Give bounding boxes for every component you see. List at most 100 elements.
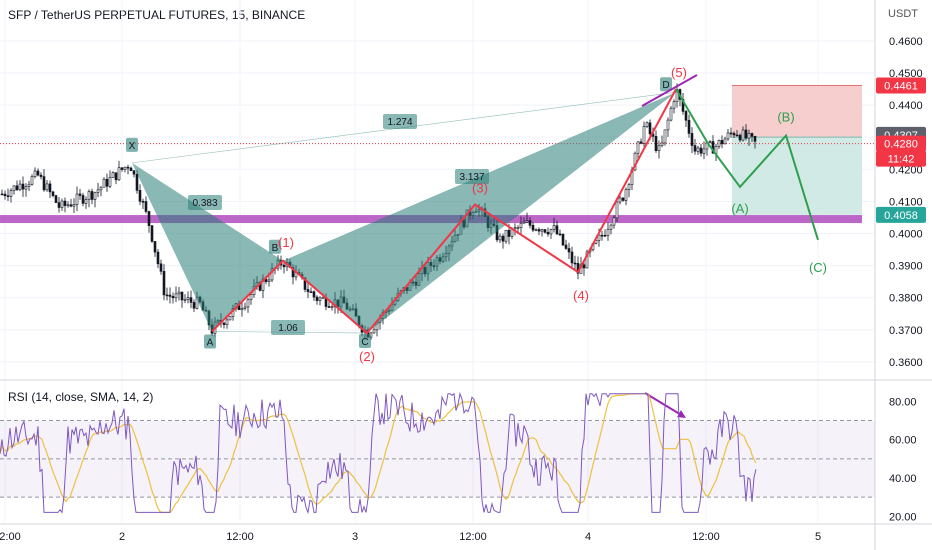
candle: [282, 264, 286, 268]
price-tick-label: 0.4500: [889, 68, 923, 80]
candle: [525, 220, 529, 223]
price-tick-label: 0.4400: [889, 100, 923, 112]
candle: [318, 297, 322, 301]
candle: [567, 248, 571, 253]
candle: [156, 251, 160, 265]
candle: [720, 140, 724, 145]
impulse-wave-label: (5): [671, 65, 687, 80]
candle: [45, 183, 49, 191]
candle: [225, 319, 229, 325]
candle: [21, 183, 25, 190]
candle: [522, 221, 526, 224]
candle: [153, 241, 157, 253]
candle: [558, 233, 562, 236]
candle: [105, 178, 109, 187]
stop-loss-zone: [732, 85, 862, 138]
candle: [330, 306, 334, 308]
correction-wave-label: (B): [777, 110, 794, 125]
pattern-point-label: D: [662, 80, 669, 91]
candle: [168, 294, 172, 297]
candle: [600, 234, 604, 237]
candle: [504, 229, 508, 242]
candle: [528, 220, 532, 226]
candle: [312, 291, 316, 298]
candle: [618, 197, 622, 203]
candle: [543, 229, 547, 233]
correction-wave-path: [675, 88, 819, 241]
impulse-wave-label: (2): [359, 349, 375, 364]
candle: [717, 140, 721, 147]
candle: [108, 177, 112, 187]
candle: [540, 229, 544, 232]
fib-ratio-badge: [271, 320, 305, 335]
candle: [15, 185, 19, 191]
candle: [36, 170, 40, 176]
candle: [531, 225, 535, 231]
pattern-point-badge: [269, 239, 281, 254]
candle: [564, 244, 568, 249]
candle: [309, 291, 313, 293]
candle: [0, 193, 4, 196]
candle: [702, 148, 706, 154]
candle: [246, 299, 250, 308]
pattern-bcd-triangle: [283, 92, 676, 334]
candle: [738, 134, 742, 141]
candle: [66, 204, 70, 207]
candle: [126, 166, 130, 169]
time-tick-label: 5: [815, 531, 821, 543]
price-tick-label: 0.4100: [889, 196, 923, 208]
rsi-divergence-line: [644, 392, 684, 417]
symbol-title: SFP / TetherUS PERPETUAL FUTURES, 15, BI…: [8, 8, 306, 22]
candle: [180, 291, 184, 301]
candle: [240, 308, 244, 311]
candle: [90, 191, 94, 200]
price-tick-label: 0.3900: [889, 261, 923, 273]
candle: [699, 147, 703, 154]
candle: [669, 107, 673, 121]
candle: [9, 190, 13, 197]
candle: [609, 224, 613, 230]
candle: [177, 291, 181, 295]
candle: [117, 167, 121, 181]
candle: [546, 232, 550, 235]
fib-ratio-label: 1.274: [387, 117, 412, 128]
price-tick-label: 0.3600: [889, 357, 923, 369]
candle: [33, 170, 37, 177]
correction-wave-label: (A): [731, 201, 748, 216]
time-tick-label: 2:00: [0, 531, 21, 543]
candle: [51, 191, 55, 196]
price-tick-label: 0.4600: [889, 36, 923, 48]
candle: [666, 119, 670, 131]
candle: [159, 263, 163, 272]
candle: [534, 229, 538, 231]
candle: [726, 132, 730, 140]
fib-ratio-badge: [455, 169, 489, 184]
candle: [582, 264, 586, 269]
pattern-point-badge: [126, 137, 138, 152]
candle: [135, 173, 139, 191]
candle: [120, 167, 124, 170]
currency-label: USDT: [888, 8, 918, 20]
candle: [642, 126, 646, 144]
candle: [615, 201, 619, 219]
candle: [147, 211, 151, 226]
candle: [57, 202, 61, 208]
candle: [537, 229, 541, 232]
candle: [729, 132, 733, 135]
candle: [99, 186, 103, 191]
time-tick-label: 12:00: [459, 531, 487, 543]
countdown-label-bg: [876, 150, 926, 167]
rsi-tick-label: 80.00: [889, 396, 917, 408]
candle: [243, 306, 247, 309]
candle: [627, 184, 631, 190]
candle: [18, 183, 22, 191]
candle: [267, 279, 271, 282]
candle: [78, 193, 82, 196]
candle: [687, 119, 691, 134]
target-price-label-bg: [876, 206, 926, 223]
candle: [39, 174, 43, 177]
price-tick-label: 0.4200: [889, 164, 923, 176]
candle: [315, 296, 319, 301]
current-price-label-bg: [876, 135, 926, 152]
